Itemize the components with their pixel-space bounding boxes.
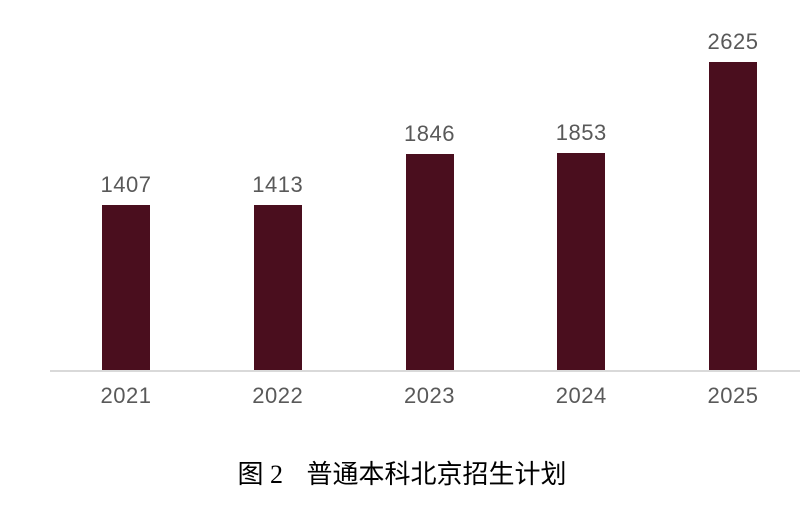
figure-number: 图 2 [237,460,284,489]
figure-title: 普通本科北京招生计划 [306,460,567,489]
value-label-2021: 1407 [100,172,152,197]
bar-2023 [405,154,454,371]
value-label-2024: 1853 [555,120,607,145]
value-label-2025: 2625 [707,29,759,54]
bar-2025 [709,62,757,371]
value-label-2023: 1846 [404,121,455,146]
category-label-2022: 2022 [252,383,304,408]
category-label-2024: 2024 [555,383,607,408]
x-axis-line [50,370,800,372]
figure-caption: 图 2 普通本科北京招生计划 [0,458,804,492]
bar-2022 [253,205,302,371]
category-label-2023: 2023 [404,383,455,408]
bar-2024 [557,153,606,371]
value-label-2022: 1413 [252,172,304,197]
bar-2021 [102,205,150,371]
category-label-2021: 2021 [100,383,152,408]
category-label-2025: 2025 [707,383,759,408]
